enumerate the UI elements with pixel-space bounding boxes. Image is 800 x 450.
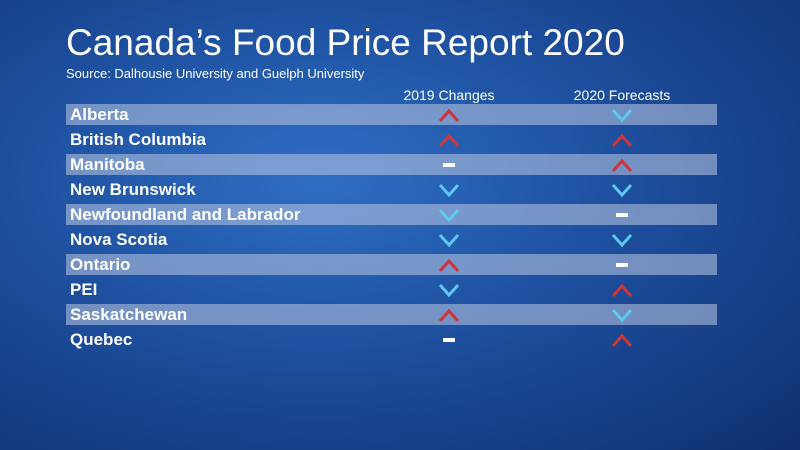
trend-icon <box>611 183 633 198</box>
row-label: Manitoba <box>70 155 145 174</box>
row-label: Nova Scotia <box>70 230 168 249</box>
trend-icon <box>443 338 455 342</box>
trend-icon <box>443 163 455 167</box>
row-label: British Columbia <box>70 130 207 149</box>
trend-icon <box>611 108 633 123</box>
row-band <box>66 204 717 225</box>
trend-icon <box>438 108 460 123</box>
column-header: 2020 Forecasts <box>573 87 671 103</box>
column-header: 2019 Changes <box>403 87 495 103</box>
row-band <box>66 254 717 275</box>
row-band <box>66 304 717 325</box>
trend-icon <box>611 133 633 148</box>
row-label: Saskatchewan <box>70 305 188 324</box>
trend-icon <box>611 333 633 348</box>
trend-icon <box>611 283 633 298</box>
row-label: Quebec <box>70 330 133 349</box>
trend-icon <box>438 133 460 148</box>
trend-icon <box>438 283 460 298</box>
row-band <box>66 104 717 125</box>
trend-icon <box>616 263 628 267</box>
trend-icon <box>611 308 633 323</box>
trend-icon <box>611 233 633 248</box>
title: Canada’s Food Price Report 2020 <box>66 22 625 63</box>
trend-icon <box>611 158 633 173</box>
trend-icon <box>438 308 460 323</box>
source: Source: Dalhousie University and Guelph … <box>66 66 365 81</box>
trend-icon <box>438 183 460 198</box>
trend-icon <box>616 213 628 217</box>
row-label: Ontario <box>70 255 131 274</box>
trend-icon <box>438 233 460 248</box>
trend-icon <box>438 258 460 273</box>
trend-icon <box>438 208 460 223</box>
row-label: Alberta <box>70 105 129 124</box>
row-label: New Brunswick <box>70 180 196 199</box>
row-label: Newfoundland and Labrador <box>70 205 301 224</box>
row-band <box>66 154 717 175</box>
row-label: PEI <box>70 280 98 299</box>
